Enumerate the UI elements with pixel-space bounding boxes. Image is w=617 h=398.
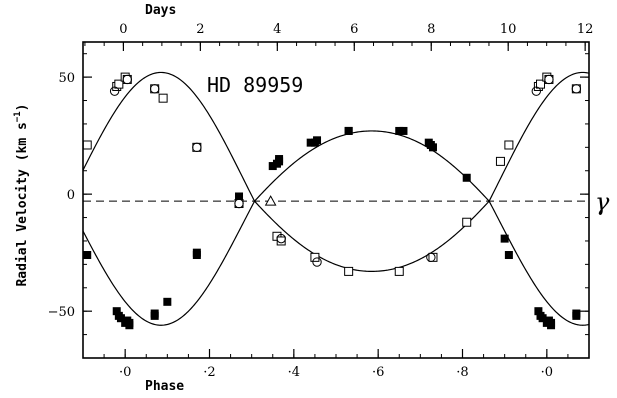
open-square-point (310, 252, 320, 262)
x2-tick-label: 4 (273, 22, 281, 37)
y-axis-title-sup: −1 (13, 111, 23, 122)
orbit-curve (82, 71, 590, 272)
open-square-point (82, 140, 92, 150)
open-circle-point (149, 84, 160, 94)
major-ticks (83, 42, 589, 358)
gamma-label: γ (595, 188, 610, 216)
filled-square-point (534, 307, 543, 316)
filled-square-point (538, 314, 547, 323)
open-circle-point (276, 233, 286, 244)
filled-square-point (83, 251, 92, 260)
open-circle-point (109, 86, 120, 96)
filled-square-point (235, 192, 244, 201)
data-points (82, 72, 582, 330)
x-tick-label: ·2 (203, 365, 215, 380)
open-circle-point (571, 84, 582, 94)
filled-square-point (547, 321, 556, 330)
x2-tick-label: 8 (427, 22, 435, 37)
open-triangle-point (264, 195, 277, 206)
x-tick-label: ·4 (288, 365, 300, 380)
open-square-point (344, 266, 354, 276)
x-tick-label: ·0 (541, 365, 553, 380)
star-name-annotation: HD 89959 (207, 73, 303, 97)
y-tick-label: −50 (48, 305, 75, 320)
x2-tick-label: 12 (577, 22, 594, 37)
filled-square-point (192, 248, 201, 257)
open-circle-point (531, 86, 541, 96)
y-axis-title: Radial Velocity (km s−1) (13, 103, 30, 286)
open-circle-point (312, 257, 322, 267)
open-square-point (536, 79, 546, 89)
open-square-point (504, 140, 514, 150)
filled-square-point (572, 311, 581, 320)
open-circle-point (122, 74, 132, 85)
filled-square-point (500, 234, 509, 243)
open-circle-point (426, 252, 436, 263)
filled-square-point (399, 126, 408, 135)
x-tick-label: ·6 (372, 365, 384, 380)
filled-square-point (462, 173, 471, 182)
filled-square-point (504, 251, 513, 260)
filled-square-point (313, 136, 322, 145)
filled-square-point (306, 138, 315, 147)
open-square-point (276, 236, 286, 246)
filled-square-point (116, 314, 125, 323)
x2-tick-label: 2 (196, 22, 204, 37)
open-square-point (394, 266, 404, 276)
orbit-curves (82, 71, 590, 326)
tick-labels: ·0 ·2 ·4 ·6 ·8 ·0 0 2 4 6 8 10 12 −50 0 50 (48, 22, 594, 380)
filled-square-point (163, 297, 172, 306)
filled-square-point (268, 162, 277, 171)
y-tick-label: 0 (67, 188, 75, 203)
open-square-point (114, 79, 124, 89)
x2-tick-label: 6 (350, 22, 358, 37)
x-tick-label: ·8 (456, 365, 468, 380)
open-square-point (495, 156, 505, 166)
orbit-curve (82, 130, 590, 326)
open-square-point (462, 217, 472, 227)
x-tick-label: ·0 (119, 365, 131, 380)
plot-frame (82, 41, 590, 359)
x2-axis-title: Days (145, 3, 176, 18)
open-circle-point (234, 198, 244, 209)
open-square-point (428, 252, 438, 262)
open-square-point (158, 93, 168, 103)
open-circle-point (192, 142, 202, 153)
y-axis-title-close: ) (15, 103, 30, 111)
filled-square-point (344, 126, 353, 135)
filled-square-point (112, 307, 121, 316)
y-tick-label: 50 (58, 71, 75, 86)
x2-tick-label: 10 (500, 22, 517, 37)
filled-square-point (150, 311, 159, 320)
y-axis-title-main: Radial Velocity (km s (15, 122, 30, 286)
filled-square-point (428, 143, 437, 152)
open-circle-point (544, 74, 554, 85)
x-axis-title: Phase (145, 379, 184, 394)
x2-tick-label: 0 (119, 22, 127, 37)
filled-square-point (275, 155, 284, 164)
filled-square-point (395, 126, 404, 135)
filled-square-point (125, 321, 134, 330)
